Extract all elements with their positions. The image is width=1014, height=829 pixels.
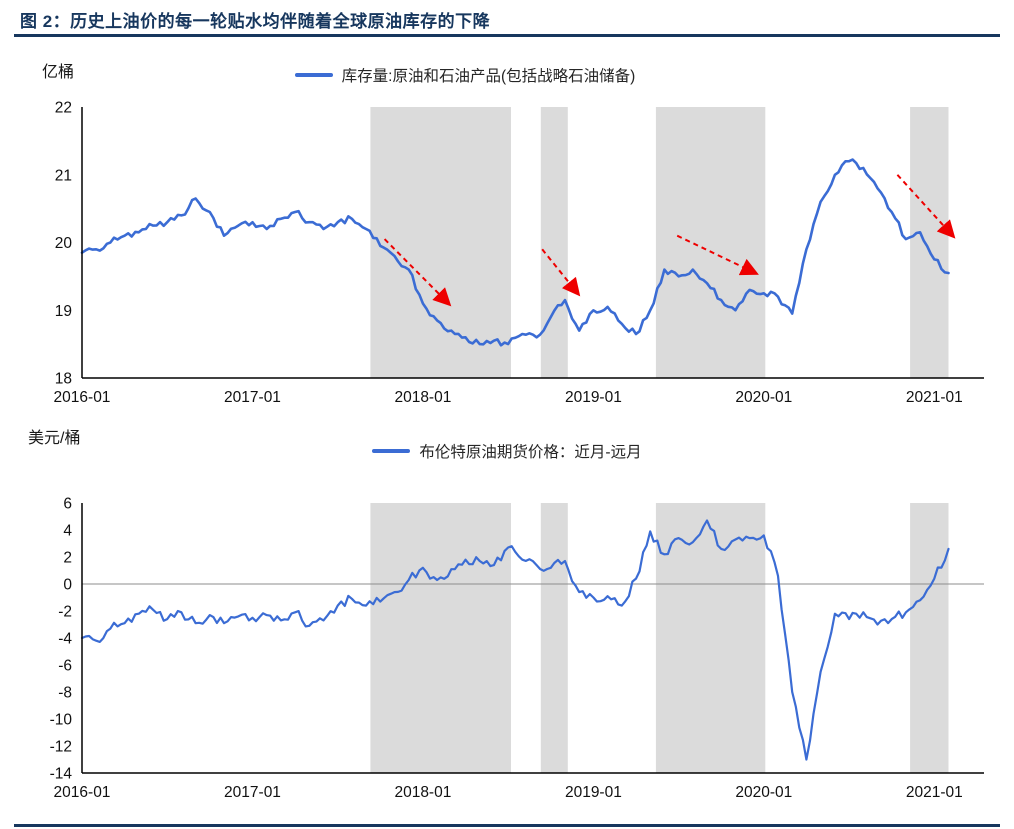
top-legend-label: 库存量:原油和石油产品(包括战略石油储备) bbox=[341, 68, 636, 85]
bottom-chart-unit-label: 美元/桶 bbox=[28, 430, 81, 447]
svg-text:-2: -2 bbox=[58, 604, 72, 621]
svg-text:-10: -10 bbox=[50, 712, 73, 729]
svg-text:21: 21 bbox=[55, 167, 72, 184]
svg-text:2016-01: 2016-01 bbox=[54, 389, 111, 406]
legend-line-swatch bbox=[294, 73, 333, 77]
svg-text:2021-01: 2021-01 bbox=[906, 389, 963, 406]
svg-text:2021-01: 2021-01 bbox=[906, 784, 963, 800]
figure-title: 图 2：历史上油价的每一轮贴水均伴随着全球原油库存的下降 bbox=[20, 12, 491, 31]
footer-divider bbox=[14, 824, 1000, 827]
svg-text:2017-01: 2017-01 bbox=[224, 784, 281, 800]
bottom-chart-legend: 布伦特原油期货价格：近月-远月 bbox=[0, 440, 1014, 462]
svg-text:2020-01: 2020-01 bbox=[735, 784, 792, 800]
svg-text:-4: -4 bbox=[58, 631, 72, 648]
svg-text:19: 19 bbox=[55, 303, 72, 320]
svg-text:2016-01: 2016-01 bbox=[54, 784, 111, 800]
title-divider bbox=[14, 34, 1000, 37]
svg-text:2018-01: 2018-01 bbox=[394, 389, 451, 406]
svg-text:-14: -14 bbox=[50, 766, 73, 783]
svg-text:4: 4 bbox=[63, 523, 72, 540]
svg-text:2: 2 bbox=[63, 550, 72, 567]
svg-text:18: 18 bbox=[55, 371, 72, 388]
top-chart-unit-label: 亿桶 bbox=[42, 64, 75, 81]
svg-text:2019-01: 2019-01 bbox=[565, 784, 622, 800]
svg-text:-12: -12 bbox=[50, 739, 72, 756]
svg-text:2017-01: 2017-01 bbox=[224, 389, 281, 406]
svg-text:-6: -6 bbox=[58, 658, 72, 675]
top-chart-legend: 库存量:原油和石油产品(包括战略石油储备) bbox=[0, 64, 972, 86]
svg-text:-8: -8 bbox=[58, 685, 72, 702]
bottom-legend-label: 布伦特原油期货价格：近月-远月 bbox=[419, 444, 642, 461]
svg-text:2020-01: 2020-01 bbox=[735, 389, 792, 406]
svg-text:22: 22 bbox=[55, 100, 72, 117]
svg-text:2018-01: 2018-01 bbox=[394, 784, 451, 800]
legend-line-swatch bbox=[372, 449, 411, 453]
svg-text:20: 20 bbox=[55, 235, 73, 252]
svg-text:0: 0 bbox=[63, 577, 72, 594]
svg-text:2019-01: 2019-01 bbox=[565, 389, 622, 406]
svg-text:6: 6 bbox=[63, 496, 72, 513]
